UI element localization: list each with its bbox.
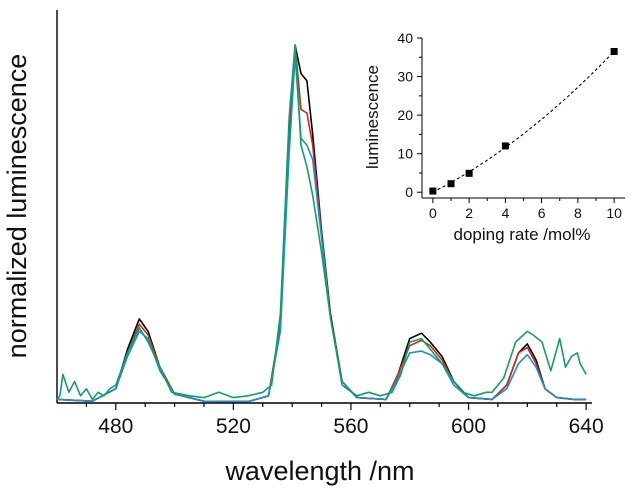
inset-ticks: 0 2 4 6 8 10 0 10 20 30 40 [397,30,622,221]
main-x-tick-label: 600 [451,415,486,438]
inset-fit-line [432,50,615,193]
inset-chart: 0 2 4 6 8 10 0 10 20 30 40 doping rate /mol% lumin… [363,30,625,244]
main-chart: 480 520 560 600 640 wavelength /nm normalize… [2,10,604,486]
main-x-tick-label: 520 [216,415,251,438]
main-x-tick-label: 640 [569,415,604,438]
main-series-lines [56,44,587,403]
main-x-tick-label: 560 [333,415,368,438]
inset-data-point [610,47,618,55]
inset-data-point [465,169,473,177]
inset-data-points [429,47,618,195]
inset-x-tick-label: 4 [501,205,509,221]
inset-x-axis-label: doping rate /mol% [453,225,590,244]
inset-data-point [501,142,509,150]
inset-y-tick-label: 10 [397,146,413,162]
inset-y-tick-label: 40 [397,30,413,46]
main-x-ticks: 480 520 560 600 640 [85,403,604,438]
inset-x-tick-label: 8 [574,205,582,221]
inset-x-tick-label: 0 [429,205,437,221]
inset-y-axis-label: luminescence [363,65,382,169]
inset-data-point [447,180,455,188]
main-y-axis-label: normalized luminescence [2,54,32,359]
inset-y-tick-label: 30 [397,69,413,85]
spectrum-line-1 [56,44,587,403]
inset-x-tick-label: 10 [606,205,622,221]
inset-y-tick-label: 0 [405,184,413,200]
main-x-tick-label: 480 [98,415,133,438]
inset-x-tick-label: 2 [465,205,473,221]
inset-y-tick-label: 20 [397,107,413,123]
spectrum-line-4 [56,44,587,401]
inset-data-point [429,187,437,195]
inset-x-tick-label: 6 [538,205,546,221]
main-x-axis-label: wavelength /nm [224,456,414,486]
